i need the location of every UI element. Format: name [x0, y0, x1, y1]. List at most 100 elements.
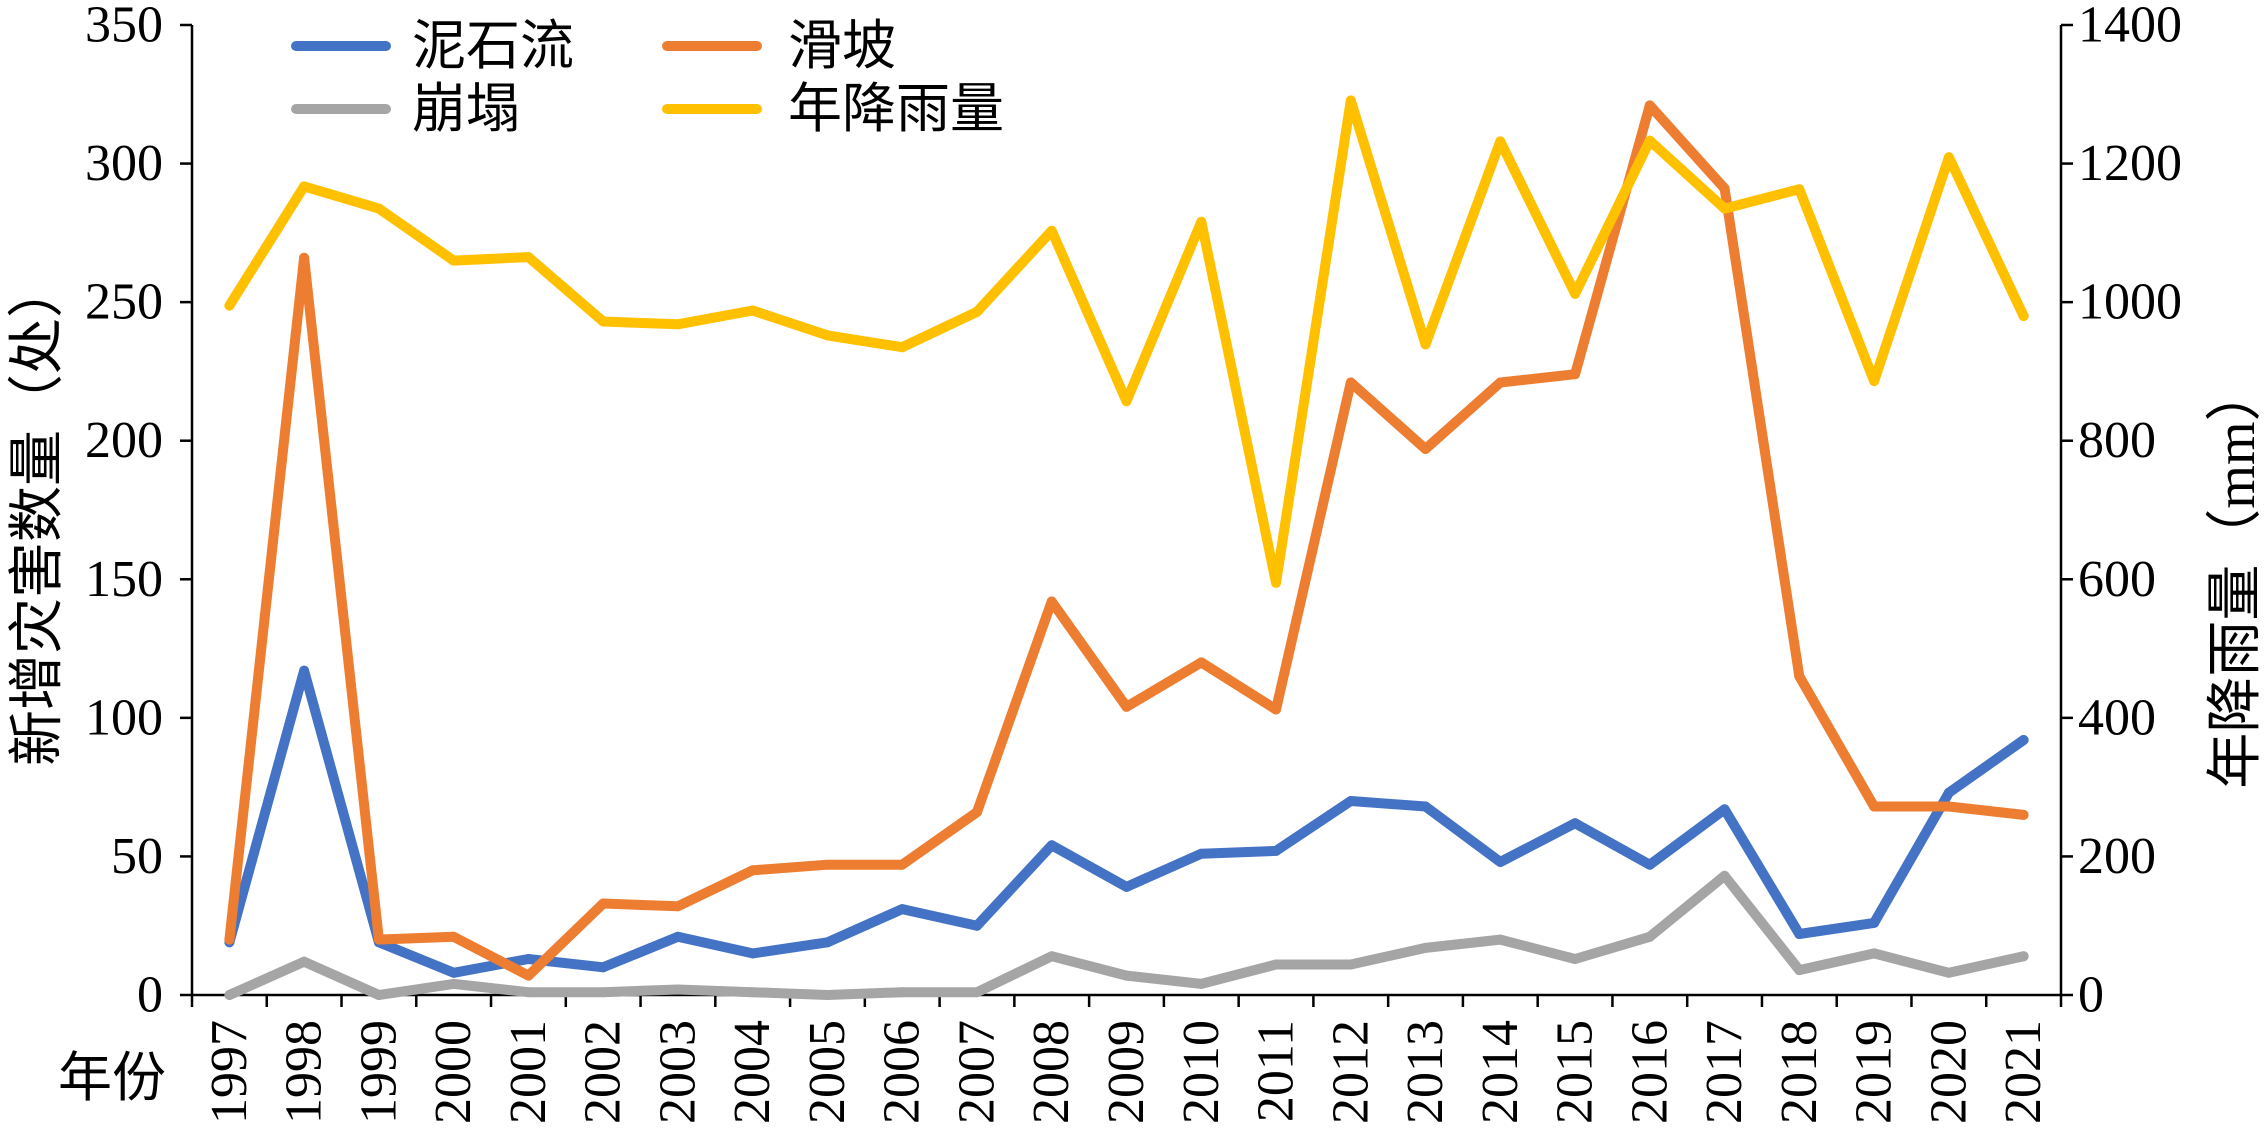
y2-tick-label: 1000 — [2078, 274, 2182, 331]
y-tick-label: 0 — [137, 967, 163, 1024]
x-tick-label: 2010 — [1173, 1020, 1230, 1124]
series-2-point — [897, 859, 908, 870]
series-4-point — [972, 306, 982, 317]
series-1-point — [1570, 818, 1581, 829]
y2-tick-label: 800 — [2078, 412, 2156, 469]
series-2-point — [1869, 801, 1880, 812]
legend-item-1: 泥石流 — [291, 16, 574, 76]
x-tick-label: 2001 — [500, 1020, 557, 1124]
x-tick-label: 1997 — [201, 1020, 258, 1124]
series-3-point — [1794, 965, 1805, 976]
series-2-point — [373, 934, 384, 945]
series-2-point — [972, 807, 982, 818]
series-4-point — [1943, 152, 1954, 163]
series-4-point — [224, 300, 235, 311]
series-4-point — [1495, 136, 1506, 147]
series-3-point — [747, 987, 758, 998]
series-3-point — [224, 990, 235, 1000]
series-3-point — [1570, 954, 1581, 964]
series-2-point — [822, 859, 833, 870]
series-4-point — [1046, 225, 1057, 236]
series-4-point — [448, 255, 459, 266]
y-tick-label: 350 — [85, 0, 163, 54]
series-4-point — [897, 342, 908, 353]
series-1-point — [672, 931, 683, 942]
y2-axis-title: 年降雨量（mm） — [2205, 365, 2267, 788]
y-tick-label: 250 — [85, 274, 163, 331]
x-tick-label: 2011 — [1248, 1020, 1305, 1122]
series-4 — [224, 95, 2029, 588]
series-1-point — [1794, 929, 1805, 939]
series-4-point — [1420, 339, 1431, 350]
series-2-point — [1271, 704, 1281, 715]
series-3-point — [373, 990, 384, 1000]
x-tick-label: 2002 — [575, 1020, 632, 1124]
x-tick-label: 2006 — [874, 1020, 931, 1124]
series-layer — [224, 95, 2029, 1000]
series-2-point — [1495, 377, 1506, 388]
series-4-point — [1196, 216, 1207, 227]
legend-item-4: 年降雨量 — [662, 79, 1004, 139]
y2-tick-label: 600 — [2078, 551, 2156, 608]
series-1-point — [1196, 848, 1207, 859]
x-tick-label: 2008 — [1023, 1020, 1080, 1124]
x-tick-label: 2019 — [1846, 1020, 1903, 1124]
x-tick-label: 2016 — [1621, 1020, 1678, 1124]
series-3-point — [672, 984, 683, 995]
series-1-point — [2018, 735, 2029, 745]
series-1-point — [747, 948, 758, 959]
x-tick-label: 2003 — [649, 1020, 706, 1124]
series-1-point — [1869, 917, 1880, 928]
series-3-point — [2018, 951, 2029, 962]
series-4-point — [299, 181, 310, 192]
series-4-point — [2018, 311, 2029, 321]
series-2-point — [672, 901, 683, 912]
series-1 — [224, 665, 2029, 978]
x-tick-label: 2012 — [1322, 1020, 1379, 1124]
x-tick-label: 1998 — [276, 1020, 333, 1124]
series-2-point — [1644, 100, 1655, 111]
series-1-point — [1420, 801, 1431, 812]
series-1-point — [448, 967, 459, 978]
series-4-point — [822, 330, 833, 341]
tick-layer: 0 50 100 150 200 250 300 350 0 200 400 600 800 1000 12… — [85, 0, 2182, 1124]
series-2 — [224, 100, 2029, 981]
series-3-point — [822, 990, 833, 1000]
series-4-point — [1121, 396, 1132, 407]
series-4-point — [523, 252, 534, 263]
y-tick-label: 50 — [111, 828, 163, 885]
y2-tick-label: 1200 — [2078, 135, 2182, 192]
series-3-point — [972, 987, 982, 998]
series-1-point — [1719, 804, 1730, 815]
series-4-point — [1869, 376, 1880, 387]
x-tick-label: 2021 — [1995, 1020, 2052, 1124]
series-2-point — [1943, 801, 1954, 812]
series-2-point — [448, 931, 459, 942]
y-tick-label: 200 — [85, 412, 163, 469]
series-1-point — [1121, 881, 1132, 892]
series-3-point — [1271, 959, 1281, 970]
series-4-point — [373, 203, 384, 214]
series-3-point — [897, 987, 908, 998]
series-1-point — [972, 920, 982, 931]
x-tick-label: 2015 — [1547, 1020, 1604, 1124]
series-3-point — [299, 956, 310, 967]
legend-label-2: 滑坡 — [788, 16, 896, 76]
series-1-point — [598, 962, 609, 973]
series-1-point — [1644, 859, 1655, 870]
series-4-point — [1345, 95, 1356, 106]
legend-label-4: 年降雨量 — [788, 79, 1004, 139]
series-1-point — [822, 937, 833, 948]
series-4-point — [598, 316, 609, 327]
y-tick-label: 100 — [85, 689, 163, 746]
series-4-point — [747, 305, 758, 316]
series-2-point — [299, 252, 310, 263]
series-4-point — [1271, 577, 1281, 588]
series-1-point — [299, 665, 310, 676]
x-tick-label: 2018 — [1771, 1020, 1828, 1124]
series-1-point — [523, 954, 534, 964]
legend-label-1: 泥石流 — [412, 16, 574, 76]
x-tick-label: 2005 — [799, 1020, 856, 1124]
x-tick-label: 2007 — [949, 1020, 1006, 1124]
